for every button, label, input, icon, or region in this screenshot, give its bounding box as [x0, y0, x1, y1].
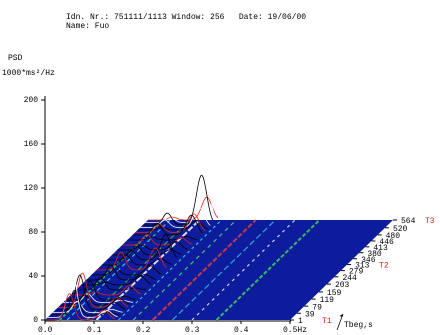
surface — [45, 170, 393, 321]
spectrum-ridge — [70, 284, 141, 296]
y-tick-label: 80 — [28, 228, 38, 237]
y-axis-unit: 1000*ms²/Hz — [2, 69, 55, 78]
x-tick-label: 0.1 — [87, 326, 102, 335]
y-tick-label: 120 — [24, 184, 39, 193]
x-tick-label: 0.2 — [136, 326, 151, 335]
spectrum-ridge — [57, 272, 129, 308]
z-tick-label: 520 — [393, 225, 408, 234]
spectrum-ridge — [117, 240, 188, 251]
z-tick-label: 203 — [335, 281, 350, 290]
surface-streak — [152, 219, 257, 321]
z-tick-label: 480 — [386, 232, 401, 241]
spectrum-ridge — [148, 196, 219, 221]
spectrum-ridge — [140, 206, 211, 228]
x-tick-label: 0.4 — [234, 326, 249, 335]
z-tick-label: 1 — [298, 317, 303, 326]
z-tick-label: 446 — [379, 238, 394, 247]
z-arrow-head — [339, 314, 343, 317]
spectrum-ridge — [91, 265, 162, 276]
surface-streak — [171, 219, 276, 321]
spectrum-ridge — [132, 214, 203, 236]
z-tick-label: 79 — [312, 303, 322, 312]
spectrum-ridge — [101, 255, 172, 266]
z-tick-label: 413 — [373, 244, 388, 253]
spectrum-ridge — [65, 280, 136, 301]
x-tick-label: 0.0 — [38, 326, 53, 335]
spectrum-ridge — [52, 301, 123, 313]
z-tick-label: 159 — [327, 289, 342, 298]
spectrum-ridge — [145, 170, 216, 223]
z-tick-label: 313 — [355, 262, 370, 271]
z-tick-label: 39 — [305, 310, 315, 319]
time-marker: T1 — [322, 317, 332, 326]
z-tick-label: 279 — [349, 268, 364, 277]
spectrum-ridge — [142, 174, 214, 226]
y-tick-label: 0 — [33, 316, 38, 325]
spectrum-ridge — [96, 247, 167, 271]
spectrum-ridge — [135, 213, 206, 233]
surface-streak — [86, 219, 191, 321]
surface-streak — [59, 219, 164, 321]
y-tick-label: 40 — [28, 272, 38, 281]
chart-title: Idn. Nr.: 751111/1113 Window: 256 Date: … — [66, 13, 306, 22]
z-axis-label: Tbeg,s — [344, 321, 373, 330]
z-tick-label: 380 — [367, 250, 382, 259]
z-tick-label: 564 — [401, 217, 416, 226]
z-tick-label: 346 — [361, 256, 376, 265]
z-tick-label: 244 — [342, 274, 357, 283]
spectrum-ridge — [122, 234, 193, 246]
axes — [44, 96, 344, 331]
y-tick-label: 200 — [24, 96, 39, 105]
chart-subtitle: Name: Fuo — [66, 22, 109, 31]
z-tick-label: 119 — [320, 296, 335, 305]
y-tick-label: 160 — [24, 140, 39, 149]
x-tick-label: 0.3 — [185, 326, 200, 335]
surface-streak — [191, 219, 296, 321]
time-marker: T2 — [379, 262, 389, 271]
time-marker: T3 — [425, 217, 435, 226]
y-axis-label: PSD — [8, 54, 23, 63]
spectrum-ridge — [45, 293, 116, 321]
x-tick-label: 0.5Hz — [283, 326, 307, 335]
spectrum-ridge — [106, 234, 178, 261]
spectrum-ridge — [137, 220, 208, 231]
